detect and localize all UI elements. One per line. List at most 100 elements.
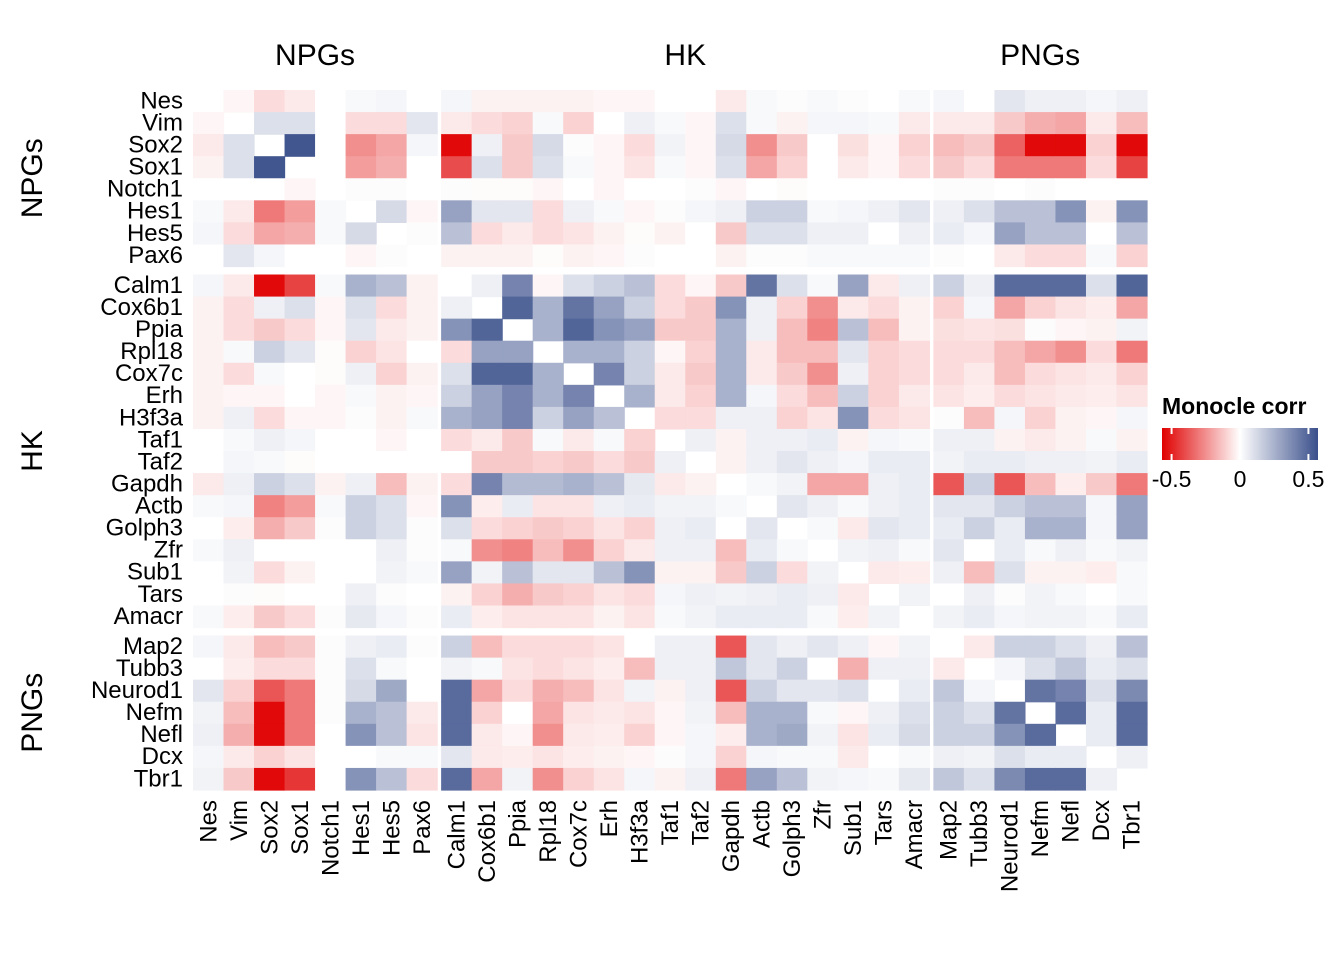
heatmap-cell [776,605,808,629]
heatmap-cell [284,318,316,342]
heatmap-cell [994,244,1026,268]
heatmap-cell [345,384,377,408]
heatmap-cell [1085,244,1118,268]
heatmap-cell [223,244,255,268]
heatmap-cell [963,222,996,246]
heatmap-cell [441,200,473,223]
heatmap-cell [715,583,747,607]
legend-tick-label: 0.5 [1292,466,1324,492]
heatmap-cell [471,495,503,518]
heatmap-cell [776,451,808,474]
heatmap-cell [1116,178,1148,201]
heatmap-cell [654,134,686,157]
heatmap-cell [963,406,996,430]
heatmap-cell [868,244,900,268]
heatmap-cell [223,517,255,540]
heatmap-cell [593,362,625,386]
heatmap-cell [223,495,255,518]
heatmap-cell [193,222,225,246]
column-label: Tars [871,800,898,845]
heatmap-cell [933,222,965,246]
heatmap-cell [441,384,473,408]
heatmap-cell [933,200,965,223]
heatmap-cell [1116,583,1148,607]
column-label: Taf2 [688,800,715,845]
heatmap-cell [654,767,686,791]
heatmap-cell [963,296,996,320]
column-label: Nefl [1058,800,1085,843]
heatmap-cell [254,657,286,681]
heatmap-cell [933,362,965,386]
heatmap-cell [376,406,408,430]
row-label: Map2 [123,633,183,660]
heatmap-cell [254,222,286,246]
column-group-title: PNGs [1000,39,1080,72]
heatmap-cell [807,605,839,629]
heatmap-cell [376,583,408,607]
heatmap-cell [1085,428,1118,452]
heatmap-cell [593,723,625,747]
heatmap-cell [994,90,1026,113]
heatmap-cell [593,539,625,562]
heatmap-cell [746,384,778,408]
heatmap-cell [776,701,808,725]
heatmap-cell [1116,539,1148,562]
heatmap-cell [563,701,595,725]
column-label: Neurod1 [997,800,1024,892]
heatmap-cell [532,605,564,629]
heatmap-cell [376,244,408,268]
heatmap-cell [898,134,930,157]
heatmap-cell [471,178,503,201]
heatmap-cell [1085,274,1118,298]
row-label: Pax6 [128,242,183,269]
heatmap-cell [254,384,286,408]
heatmap-cell [776,200,808,223]
heatmap-cell [1085,178,1118,201]
heatmap-cell [963,156,996,179]
heatmap-cell [593,134,625,157]
heatmap-cell [746,274,778,298]
heatmap-cell [532,679,564,703]
heatmap-cell [654,362,686,386]
heatmap-cell [624,517,656,540]
heatmap-cell [441,767,473,791]
row-label: Zfr [154,537,183,564]
heatmap-cell [807,222,839,246]
heatmap-cell [654,495,686,518]
heatmap-cell [715,723,747,747]
heatmap-cell [223,723,255,747]
heatmap-cell [441,701,473,725]
heatmap-cell [345,428,377,452]
heatmap-cell [898,517,930,540]
heatmap-cell [1116,222,1148,246]
heatmap-cell [1116,605,1148,629]
heatmap-cell [868,296,900,320]
heatmap-cell [284,296,316,320]
heatmap-cell [898,428,930,452]
heatmap-cell [994,605,1026,629]
heatmap-cell [898,222,930,246]
heatmap-cell [933,451,965,474]
heatmap-cell [807,274,839,298]
heatmap-cell [441,340,473,364]
heatmap-cell [223,384,255,408]
heatmap-cell [624,244,656,268]
heatmap-cell [1055,605,1087,629]
heatmap-cell [441,156,473,179]
heatmap-cell [532,428,564,452]
column-label: Erh [596,800,623,837]
heatmap-cell [654,635,686,659]
heatmap-cell [593,222,625,246]
heatmap-cell [193,406,225,430]
heatmap-cell [746,296,778,320]
heatmap-cell [933,406,965,430]
heatmap-cell [746,635,778,659]
heatmap-cell [963,583,996,607]
heatmap-cell [624,679,656,703]
heatmap-cell [284,583,316,607]
heatmap-cell [837,90,869,113]
heatmap-cell [284,495,316,518]
heatmap-cell [1055,561,1087,585]
heatmap-cell [746,517,778,540]
heatmap-cell [1055,428,1087,452]
